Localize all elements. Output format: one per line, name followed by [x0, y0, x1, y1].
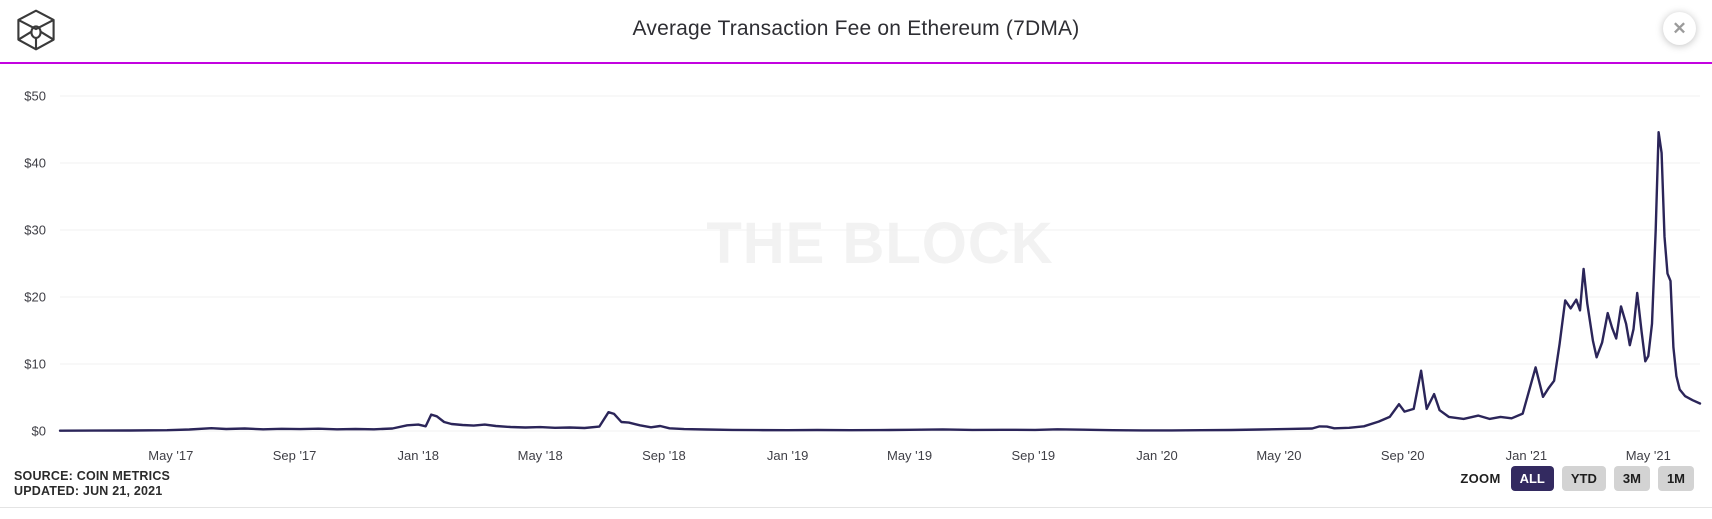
x-tick-label: May '20 [1256, 448, 1302, 463]
y-tick-label: $10 [24, 356, 46, 372]
horizontal-gridlines [60, 95, 1700, 432]
zoom-controls: ZOOM ALL YTD 3M 1M [1460, 466, 1694, 491]
updated-line: UPDATED: JUN 21, 2021 [14, 483, 163, 498]
header-bar: Average Transaction Fee on Ethereum (7DM… [0, 0, 1712, 62]
y-tick-label: $40 [24, 155, 46, 171]
x-tick-label: Sep '19 [1011, 448, 1056, 463]
x-tick-label: Sep '18 [642, 448, 686, 463]
x-tick-label: Sep '17 [272, 448, 317, 463]
page-title: Average Transaction Fee on Ethereum (7DM… [632, 17, 1080, 40]
x-tick-label: Jan '20 [1136, 448, 1178, 463]
x-tick-label: May '17 [148, 448, 194, 463]
x-tick-label: Jan '18 [397, 448, 440, 463]
x-tick-label: Jan '21 [1505, 448, 1548, 463]
x-tick-label: Sep '20 [1380, 448, 1425, 463]
x-tick-label: May '21 [1625, 448, 1671, 463]
source-attribution: SOURCE: COIN METRICS UPDATED: JUN 21, 20… [14, 469, 170, 498]
x-tick-label: May '19 [886, 448, 933, 463]
zoom-button-1m[interactable]: 1M [1657, 466, 1694, 491]
x-tick-label: May '18 [517, 448, 563, 463]
y-tick-label: $50 [24, 88, 46, 104]
watermark-text: THE BLOCK [706, 211, 1054, 276]
zoom-button-3m[interactable]: 3M [1613, 466, 1650, 491]
close-button[interactable]: ✕ [1663, 12, 1696, 45]
y-tick-label: $0 [31, 423, 46, 439]
zoom-label: ZOOM [1460, 471, 1501, 486]
zoom-button-ytd[interactable]: YTD [1561, 466, 1606, 491]
the-block-logo-icon [17, 9, 55, 51]
bottom-divider [0, 507, 1712, 508]
close-icon: ✕ [1672, 18, 1687, 38]
y-tick-label: $20 [24, 289, 46, 305]
y-tick-label: $30 [24, 222, 46, 238]
fee-line-series [58, 131, 1702, 432]
source-line: SOURCE: COIN METRICS [14, 469, 171, 483]
accent-divider [0, 62, 1712, 64]
zoom-button-all[interactable]: ALL [1510, 466, 1554, 491]
x-tick-label: Jan '19 [766, 448, 809, 463]
